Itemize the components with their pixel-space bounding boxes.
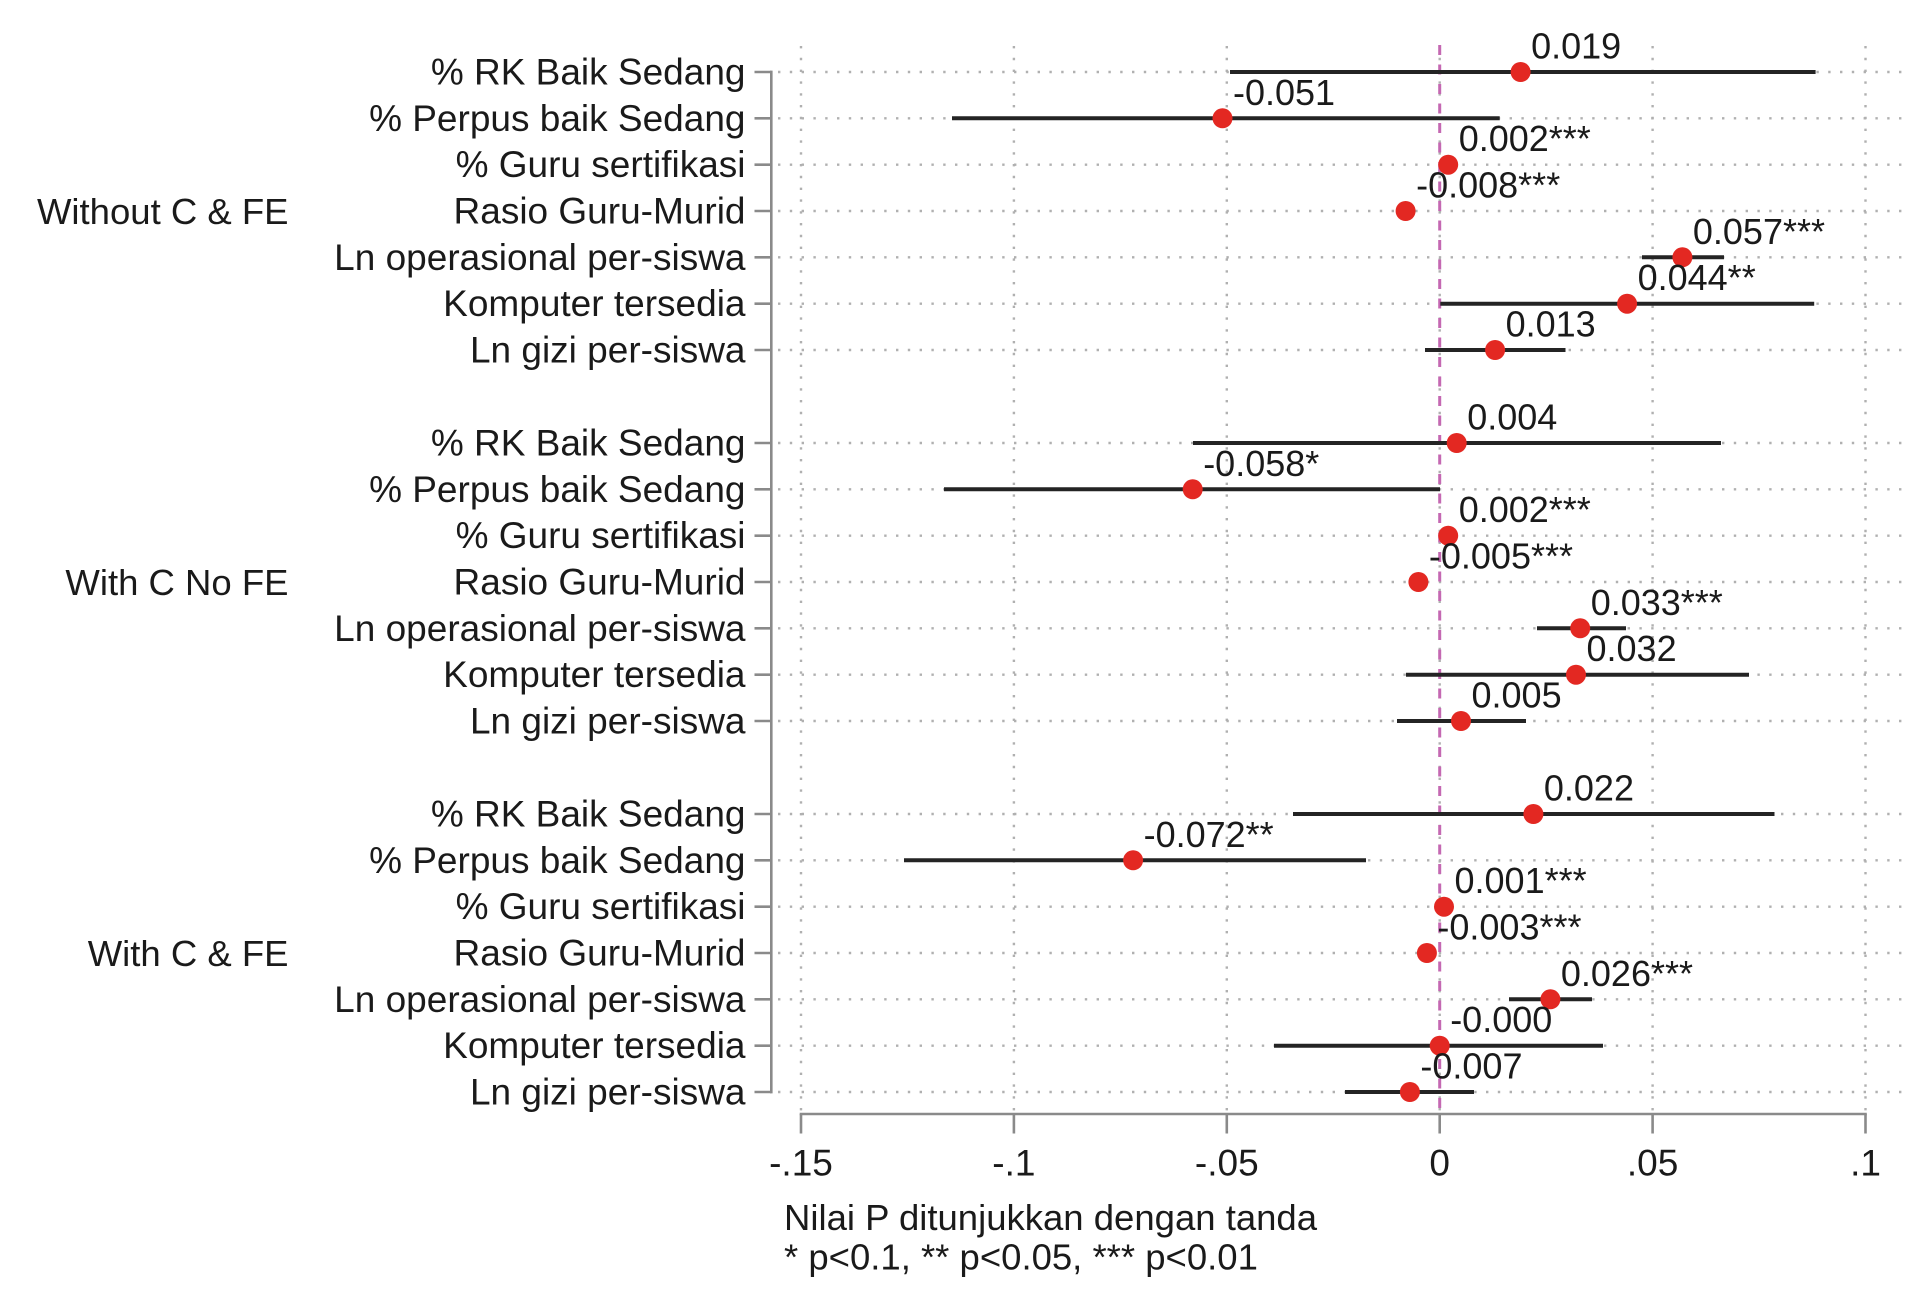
svg-text:% RK Baik Sedang: % RK Baik Sedang bbox=[431, 52, 746, 93]
svg-text:0.026***: 0.026*** bbox=[1561, 953, 1693, 994]
svg-text:-0.003***: -0.003*** bbox=[1437, 907, 1581, 948]
svg-text:-.1: -.1 bbox=[992, 1143, 1035, 1184]
svg-text:0.044**: 0.044** bbox=[1638, 257, 1756, 298]
svg-text:0.033***: 0.033*** bbox=[1591, 582, 1723, 623]
svg-text:% Perpus baik Sedang: % Perpus baik Sedang bbox=[369, 469, 745, 510]
svg-text:Ln operasional per-siswa: Ln operasional per-siswa bbox=[334, 979, 746, 1020]
svg-text:-0.008***: -0.008*** bbox=[1416, 165, 1560, 206]
svg-text:Komputer tersedia: Komputer tersedia bbox=[443, 654, 746, 695]
svg-text:Komputer tersedia: Komputer tersedia bbox=[443, 283, 746, 324]
svg-text:0.019: 0.019 bbox=[1531, 26, 1621, 67]
svg-text:With C No FE: With C No FE bbox=[65, 562, 288, 603]
svg-text:-0.000: -0.000 bbox=[1450, 999, 1552, 1040]
svg-text:% Guru sertifikasi: % Guru sertifikasi bbox=[456, 144, 746, 185]
svg-text:Without C & FE: Without C & FE bbox=[37, 191, 289, 232]
svg-text:-0.072**: -0.072** bbox=[1144, 814, 1274, 855]
svg-text:-0.007: -0.007 bbox=[1420, 1046, 1522, 1087]
svg-text:Rasio Guru-Murid: Rasio Guru-Murid bbox=[454, 562, 746, 603]
svg-text:-0.058*: -0.058* bbox=[1203, 443, 1319, 484]
svg-text:Rasio Guru-Murid: Rasio Guru-Murid bbox=[454, 933, 746, 974]
svg-text:% Perpus baik Sedang: % Perpus baik Sedang bbox=[369, 840, 745, 881]
svg-text:0.004: 0.004 bbox=[1467, 397, 1557, 438]
svg-text:% RK Baik Sedang: % RK Baik Sedang bbox=[431, 423, 746, 464]
svg-text:0.013: 0.013 bbox=[1506, 304, 1596, 345]
svg-text:.1: .1 bbox=[1850, 1143, 1881, 1184]
svg-text:-.15: -.15 bbox=[769, 1143, 833, 1184]
svg-text:% RK Baik Sedang: % RK Baik Sedang bbox=[431, 794, 746, 835]
svg-text:Nilai P ditunjukkan dengan tan: Nilai P ditunjukkan dengan tanda bbox=[784, 1197, 1318, 1238]
svg-text:With C & FE: With C & FE bbox=[88, 933, 289, 974]
svg-text:% Perpus baik Sedang: % Perpus baik Sedang bbox=[369, 98, 745, 139]
svg-text:-0.005***: -0.005*** bbox=[1429, 536, 1573, 577]
svg-text:-0.051: -0.051 bbox=[1233, 72, 1335, 113]
svg-text:0: 0 bbox=[1429, 1143, 1450, 1184]
svg-text:Ln gizi per-siswa: Ln gizi per-siswa bbox=[470, 330, 746, 371]
svg-text:Ln gizi per-siswa: Ln gizi per-siswa bbox=[470, 1072, 746, 1113]
svg-text:% Guru sertifikasi: % Guru sertifikasi bbox=[456, 515, 746, 556]
svg-text:Rasio Guru-Murid: Rasio Guru-Murid bbox=[454, 191, 746, 232]
svg-text:0.005: 0.005 bbox=[1472, 675, 1562, 716]
svg-text:0.032: 0.032 bbox=[1587, 628, 1677, 669]
svg-text:0.002***: 0.002*** bbox=[1459, 489, 1591, 530]
svg-text:0.001***: 0.001*** bbox=[1455, 860, 1587, 901]
svg-text:Ln operasional per-siswa: Ln operasional per-siswa bbox=[334, 237, 746, 278]
svg-text:0.057***: 0.057*** bbox=[1693, 211, 1825, 252]
svg-text:-.05: -.05 bbox=[1195, 1143, 1259, 1184]
svg-text:Ln operasional per-siswa: Ln operasional per-siswa bbox=[334, 608, 746, 649]
svg-text:0.002***: 0.002*** bbox=[1459, 118, 1591, 159]
svg-text:Komputer tersedia: Komputer tersedia bbox=[443, 1025, 746, 1066]
svg-text:0.022: 0.022 bbox=[1544, 768, 1634, 809]
svg-text:* p<0.1, ** p<0.05, *** p<0.01: * p<0.1, ** p<0.05, *** p<0.01 bbox=[784, 1237, 1258, 1278]
svg-text:% Guru sertifikasi: % Guru sertifikasi bbox=[456, 886, 746, 927]
svg-text:.05: .05 bbox=[1627, 1143, 1678, 1184]
svg-text:Ln gizi per-siswa: Ln gizi per-siswa bbox=[470, 701, 746, 742]
